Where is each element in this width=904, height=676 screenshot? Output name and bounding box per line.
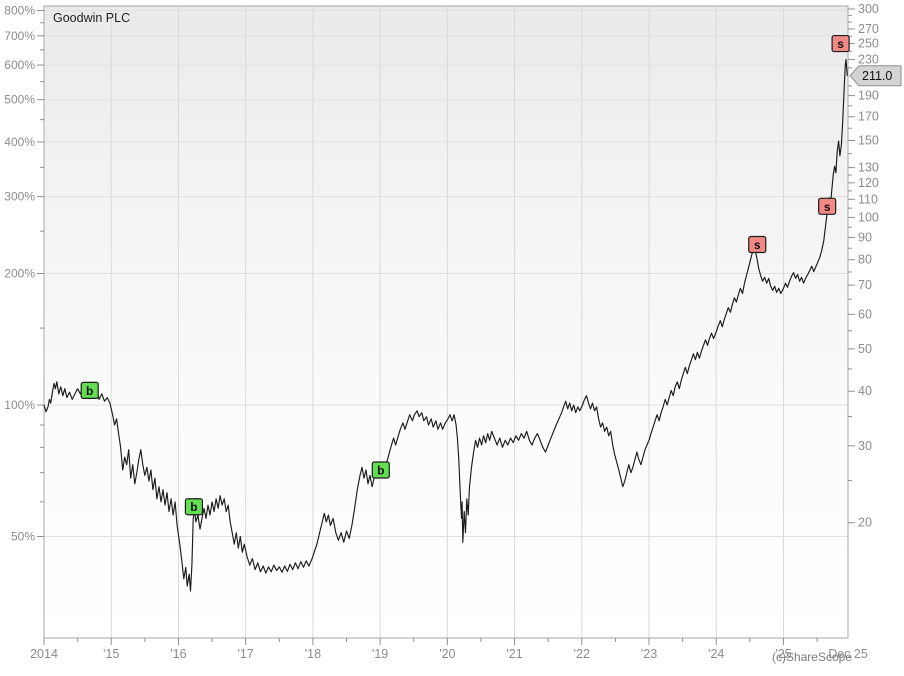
- right-axis-label: 150: [858, 133, 879, 147]
- left-axis-label: 400%: [4, 135, 35, 149]
- x-axis-label: '23: [641, 647, 657, 661]
- price-line: [43, 58, 848, 592]
- sell-marker-label: s: [824, 200, 831, 214]
- right-axis-label: 40: [858, 384, 872, 398]
- x-axis-label: '15: [103, 647, 119, 661]
- last-price-tag: [849, 65, 902, 87]
- right-axis-label: 300: [858, 2, 879, 16]
- x-axis-label: '16: [170, 647, 186, 661]
- left-axis-label: 300%: [4, 190, 35, 204]
- sell-marker[interactable]: [818, 197, 837, 215]
- x-axis-label: '17: [238, 647, 254, 661]
- right-axis-label: 110: [858, 192, 878, 206]
- right-axis-label: 120: [858, 176, 879, 190]
- left-axis-label: 600%: [4, 58, 35, 72]
- x-axis-label: '22: [574, 647, 590, 661]
- sell-marker[interactable]: [831, 34, 850, 53]
- sell-marker[interactable]: [748, 235, 767, 254]
- chart-title: Goodwin PLC: [53, 11, 131, 25]
- right-axis-label: 230: [858, 52, 879, 66]
- x-axis-label: 2014: [30, 647, 58, 661]
- buy-marker[interactable]: [371, 461, 390, 479]
- x-axis-label: '20: [439, 647, 455, 661]
- buy-marker-label: b: [86, 384, 93, 398]
- right-axis-label: 30: [858, 439, 872, 453]
- left-axis-label: 50%: [11, 530, 35, 544]
- x-axis-label: '18: [305, 647, 321, 661]
- left-axis-label: 200%: [4, 267, 35, 281]
- sell-marker-label: s: [837, 37, 844, 51]
- right-axis-label: 80: [858, 253, 872, 267]
- left-axis-label: 700%: [4, 29, 35, 43]
- x-axis-label: '21: [506, 647, 522, 661]
- plot-area[interactable]: [44, 6, 848, 638]
- right-axis-label: 190: [858, 89, 879, 103]
- buy-marker[interactable]: [80, 381, 99, 399]
- right-axis-label: 250: [858, 37, 879, 51]
- right-axis-label: 70: [858, 278, 872, 292]
- left-axis-label: 100%: [4, 398, 35, 412]
- sell-marker-label: s: [754, 238, 761, 252]
- x-axis-label: '24: [708, 647, 724, 661]
- buy-marker-label: b: [377, 463, 384, 477]
- right-axis-label: 130: [858, 161, 879, 175]
- copyright-label: (c)ShareScope: [771, 650, 852, 664]
- right-axis-label: 20: [858, 516, 872, 530]
- left-axis-label: 800%: [4, 4, 35, 18]
- right-axis-label: 90: [858, 230, 872, 244]
- right-axis-label: 60: [858, 307, 872, 321]
- buy-marker-label: b: [190, 500, 197, 514]
- x-axis-label: '19: [372, 647, 388, 661]
- right-axis-label: 100: [858, 210, 879, 224]
- right-axis-label: 170: [858, 110, 879, 124]
- plot-border: [43, 5, 849, 639]
- x-axis-label: Dec 25: [828, 647, 868, 661]
- left-axis-label: 500%: [4, 93, 35, 107]
- last-price-value: 211.0: [862, 69, 892, 83]
- x-axis-label: '25: [775, 647, 791, 661]
- right-axis-label: 270: [858, 22, 879, 36]
- right-axis-label: 50: [858, 342, 872, 356]
- buy-marker[interactable]: [184, 498, 204, 516]
